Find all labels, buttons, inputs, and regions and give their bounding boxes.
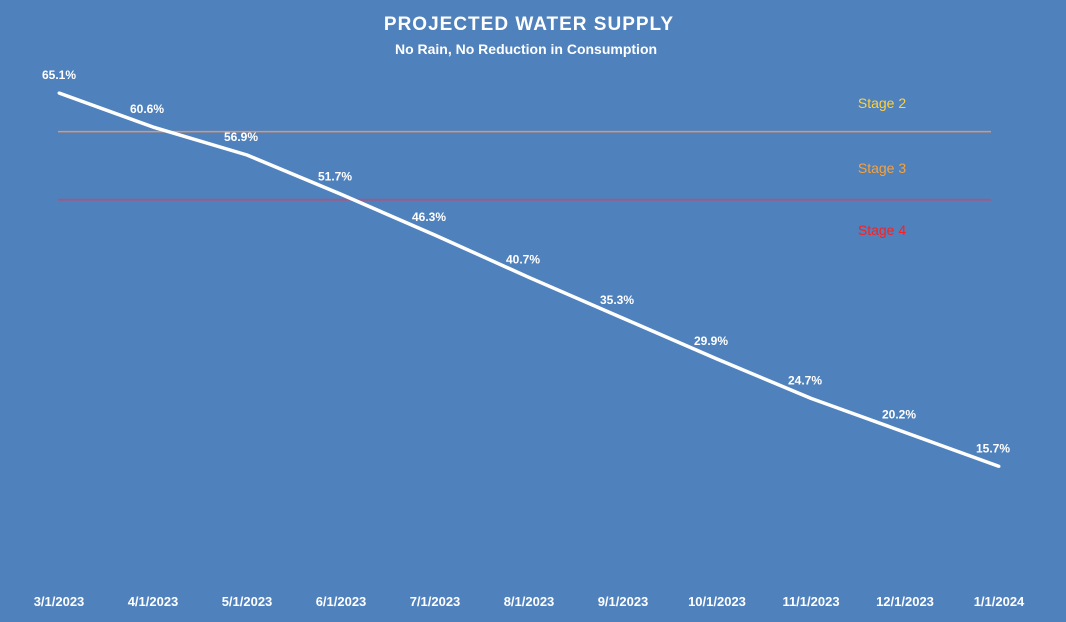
data-point [339,192,343,196]
x-tick-label: 1/1/2024 [974,594,1025,609]
data-label: 65.1% [42,68,76,82]
data-point [433,233,437,237]
x-tick-label: 8/1/2023 [504,594,555,609]
chart-subtitle: No Rain, No Reduction in Consumption [395,41,657,57]
data-point [809,396,813,400]
x-tick-label: 4/1/2023 [128,594,179,609]
x-tick-label: 11/1/2023 [782,594,839,609]
stage-label: Stage 2 [858,95,906,111]
data-point [527,275,531,279]
data-label: 56.9% [224,130,258,144]
x-tick-label: 12/1/2023 [876,594,934,609]
data-label: 60.6% [130,102,164,116]
data-point [245,153,249,157]
chart-title: PROJECTED WATER SUPPLY [384,14,674,35]
data-label: 15.7% [976,441,1010,455]
x-tick-label: 9/1/2023 [598,594,649,609]
x-tick-label: 6/1/2023 [316,594,367,609]
data-point [997,464,1001,468]
stage-label: Stage 3 [858,160,906,176]
data-label: 46.3% [412,210,446,224]
x-tick-label: 10/1/2023 [688,594,746,609]
data-point [621,316,625,320]
data-label: 51.7% [318,169,352,183]
data-label: 35.3% [600,293,634,307]
data-label: 40.7% [506,252,540,266]
stage-label: Stage 4 [858,222,906,238]
data-point [715,357,719,361]
x-tick-label: 3/1/2023 [34,594,85,609]
data-point [57,91,61,95]
data-point [903,430,907,434]
data-point [151,125,155,129]
x-tick-label: 7/1/2023 [410,594,461,609]
data-label: 20.2% [882,407,916,421]
data-label: 29.9% [694,334,728,348]
data-label: 24.7% [788,373,822,387]
x-tick-label: 5/1/2023 [222,594,273,609]
